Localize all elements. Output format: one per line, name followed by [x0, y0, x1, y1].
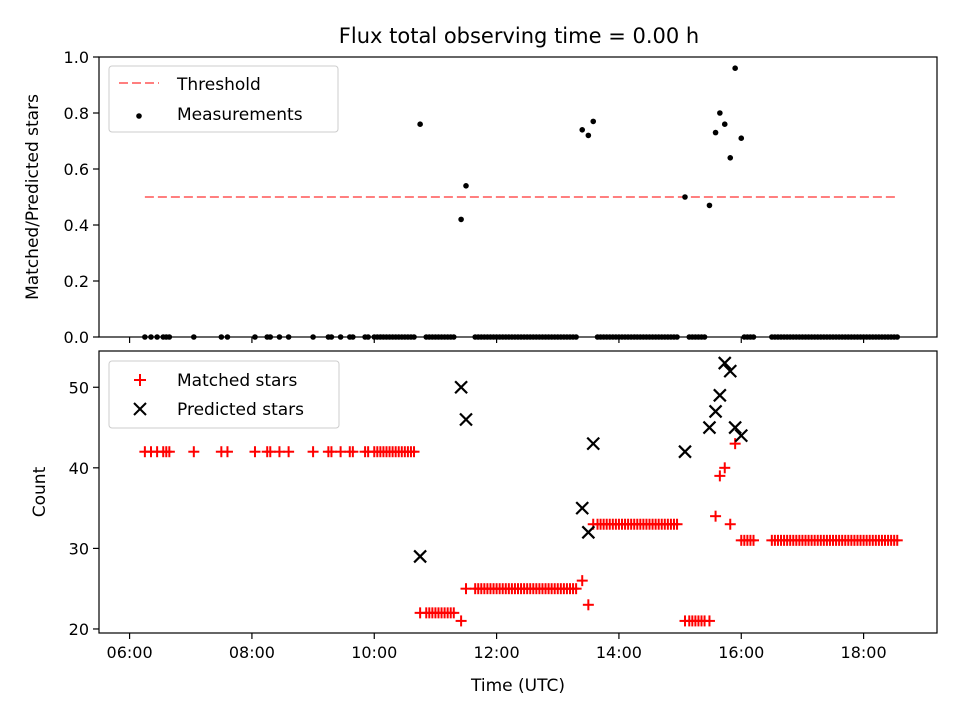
matched-star-point: [576, 575, 588, 587]
bottom-legend: Matched stars Predicted stars: [108, 360, 340, 429]
chart-title: Flux total observing time = 0.00 h: [339, 24, 699, 48]
matched-star-point: [408, 446, 420, 458]
measurement-point: [417, 121, 423, 127]
top-y-tick-label: 0.0: [64, 328, 89, 347]
predicted-star-point: [708, 404, 723, 419]
matched-star-point: [455, 615, 467, 627]
measurement-point: [463, 183, 469, 189]
predicted-star-point: [728, 420, 742, 435]
x-tick-label: 14:00: [596, 643, 642, 662]
matched-star-point: [570, 583, 582, 595]
bottom-plot-ticks: 20 30 40 50 06:00 08:00 10:00 12:00 14:00 16:00 18…: [69, 378, 887, 662]
measurement-point: [717, 110, 723, 116]
predicted-star-point: [413, 549, 427, 564]
top-y-tick-label: 0.6: [64, 160, 89, 179]
matched-star-point: [347, 446, 359, 458]
x-tick-label: 06:00: [107, 643, 153, 662]
matched-star-point: [747, 534, 759, 546]
predicted-star-point: [586, 436, 601, 451]
legend-measurements-swatch: [136, 113, 142, 119]
top-y-tick-label: 0.4: [64, 216, 89, 235]
matched-star-point: [264, 446, 276, 458]
predicted-star-point: [581, 525, 596, 540]
predicted-star-point: [734, 428, 749, 443]
matched-star-point: [729, 438, 741, 450]
bottom-plot: 20 30 40 50 06:00 08:00 10:00 12:00 14:00 16:00 18…: [30, 350, 938, 696]
matched-star-point: [188, 446, 200, 458]
x-axis-label: Time (UTC): [470, 676, 565, 696]
bottom-plot-frame: [98, 350, 938, 634]
bottom-y-tick-label: 50: [69, 378, 89, 397]
measurement-point: [712, 129, 719, 136]
matched-star-point: [325, 446, 337, 458]
predicted-star-point: [723, 364, 738, 378]
matched-star-point: [448, 607, 460, 619]
x-tick-label: 16:00: [718, 643, 764, 662]
bottom-y-tick-label: 20: [69, 620, 89, 639]
predicted-star-point: [454, 380, 468, 395]
x-tick-label: 12:00: [474, 643, 520, 662]
predicted-star-point: [678, 444, 692, 459]
matched-star-point: [273, 446, 285, 458]
bottom-y-axis-label: Count: [30, 466, 50, 517]
matched-stars-points: [139, 438, 903, 627]
measurement-point: [706, 202, 713, 209]
predicted-star-point: [717, 356, 732, 370]
measurement-point: [585, 132, 592, 139]
legend-threshold-label: Threshold: [176, 75, 261, 95]
top-plot-frame: [98, 56, 938, 338]
top-plot: 0.0 0.2 0.4 0.6 0.8 1.0 Matched/Predicted sta…: [23, 48, 938, 347]
measurement-point: [721, 121, 728, 127]
matched-star-point: [724, 518, 736, 530]
matched-star-point: [249, 446, 261, 458]
top-plot-ticks: 0.0 0.2 0.4 0.6 0.8 1.0: [64, 48, 865, 347]
top-y-axis-label: Matched/Predicted stars: [23, 94, 43, 300]
legend-matched-label: Matched stars: [177, 371, 297, 391]
legend-predicted-swatch: [133, 402, 147, 416]
matched-star-point: [335, 446, 347, 458]
bottom-legend-box: [108, 360, 340, 429]
predicted-star-point: [575, 501, 590, 515]
bottom-y-tick-label: 40: [69, 459, 89, 478]
measurement-point: [727, 155, 734, 161]
top-y-tick-label: 0.8: [64, 104, 89, 123]
predicted-stars-points: [413, 356, 749, 564]
top-legend-box: [108, 65, 339, 133]
matched-star-point: [283, 446, 295, 458]
matched-star-point: [582, 599, 594, 611]
matched-star-point: [710, 510, 722, 522]
matched-star-point: [891, 534, 903, 546]
top-y-tick-label: 1.0: [64, 48, 89, 67]
matched-star-point: [221, 446, 233, 458]
x-tick-label: 10:00: [351, 643, 397, 662]
matched-star-point: [714, 470, 726, 482]
measurement-point: [590, 118, 597, 125]
legend-predicted-label: Predicted stars: [177, 400, 304, 420]
top-legend: Threshold Measurements: [108, 65, 339, 133]
matched-star-point: [703, 615, 715, 627]
measurement-point: [732, 65, 738, 71]
measurement-point: [682, 194, 688, 200]
legend-matched-swatch: [134, 374, 146, 386]
x-tick-label: 08:00: [229, 643, 275, 662]
x-tick-label: 18:00: [841, 643, 887, 662]
predicted-star-point: [459, 412, 473, 427]
bottom-y-tick-label: 30: [69, 539, 89, 558]
measurement-point: [738, 135, 745, 141]
predicted-star-point: [702, 420, 717, 435]
matched-star-point: [460, 583, 472, 595]
matched-star-point: [671, 518, 683, 530]
legend-measurements-label: Measurements: [177, 105, 303, 125]
predicted-star-point: [713, 388, 727, 403]
top-y-tick-label: 0.2: [64, 272, 89, 291]
measurement-point: [458, 216, 464, 223]
matched-star-point: [163, 446, 175, 458]
matched-star-point: [307, 446, 319, 458]
measurement-point: [579, 127, 586, 133]
matched-star-point: [719, 462, 731, 474]
